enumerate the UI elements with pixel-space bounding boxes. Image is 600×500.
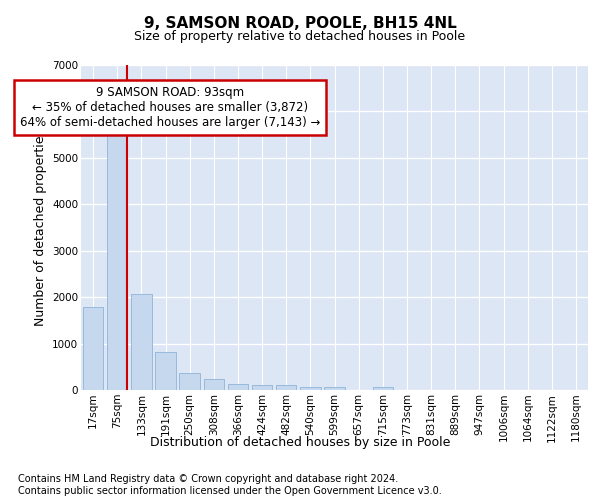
Bar bbox=[252, 385, 272, 390]
Bar bbox=[227, 384, 248, 390]
Bar bbox=[131, 294, 152, 390]
Bar bbox=[373, 386, 393, 390]
Bar bbox=[155, 352, 176, 390]
Bar bbox=[276, 385, 296, 390]
Bar bbox=[83, 308, 103, 390]
Bar bbox=[203, 380, 224, 390]
Text: Contains HM Land Registry data © Crown copyright and database right 2024.: Contains HM Land Registry data © Crown c… bbox=[18, 474, 398, 484]
Bar bbox=[179, 373, 200, 390]
Y-axis label: Number of detached properties: Number of detached properties bbox=[34, 129, 47, 326]
Bar bbox=[324, 386, 345, 390]
Bar bbox=[107, 122, 127, 390]
Text: 9, SAMSON ROAD, POOLE, BH15 4NL: 9, SAMSON ROAD, POOLE, BH15 4NL bbox=[143, 16, 457, 31]
Text: 9 SAMSON ROAD: 93sqm
← 35% of detached houses are smaller (3,872)
64% of semi-de: 9 SAMSON ROAD: 93sqm ← 35% of detached h… bbox=[20, 86, 320, 129]
Text: Size of property relative to detached houses in Poole: Size of property relative to detached ho… bbox=[134, 30, 466, 43]
Bar bbox=[300, 386, 320, 390]
Text: Distribution of detached houses by size in Poole: Distribution of detached houses by size … bbox=[150, 436, 450, 449]
Text: Contains public sector information licensed under the Open Government Licence v3: Contains public sector information licen… bbox=[18, 486, 442, 496]
